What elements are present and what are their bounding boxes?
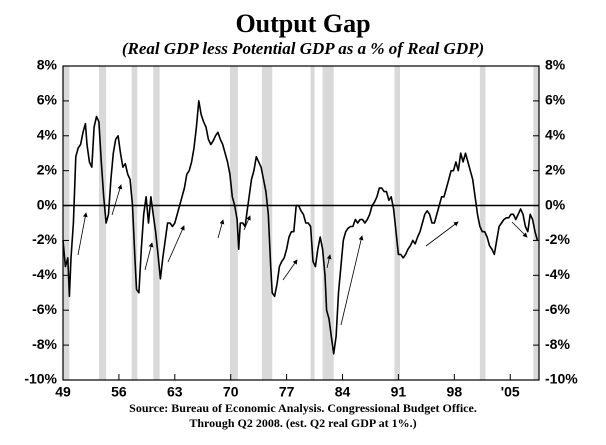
plot-frame xyxy=(62,65,540,381)
x-tick-label: 77 xyxy=(279,384,295,400)
y2-tick-label: 0% xyxy=(545,196,566,212)
recession-band xyxy=(394,66,401,380)
x-tick-label: '05 xyxy=(501,384,520,400)
y2-tick-label: 2% xyxy=(545,161,566,177)
chart-title: Output Gap xyxy=(235,9,370,38)
recession-band xyxy=(322,66,334,380)
y-tick-label: 6% xyxy=(37,92,58,108)
x-tick-label: 91 xyxy=(391,384,407,400)
recession-band xyxy=(131,66,138,380)
y2-tick-label: -10% xyxy=(545,371,578,387)
y2-tick-label: -6% xyxy=(545,301,570,317)
recession-band xyxy=(153,66,160,380)
y-tick-label: -10% xyxy=(24,371,57,387)
recession-bands xyxy=(63,66,539,380)
source-note: Through Q2 2008. (est. Q2 real GDP at 1%… xyxy=(189,416,416,430)
x-tick-label: 70 xyxy=(223,384,239,400)
x-tick-label: 63 xyxy=(167,384,183,400)
recession-band xyxy=(310,66,315,380)
recession-band xyxy=(533,66,539,380)
x-tick-label: 49 xyxy=(55,384,71,400)
recession-band xyxy=(98,66,107,380)
recession-band xyxy=(261,66,273,380)
y2-tick-label: 4% xyxy=(545,126,566,142)
y-tick-label: 0% xyxy=(37,196,58,212)
y-tick-label: 4% xyxy=(37,126,58,142)
y2-tick-label: 8% xyxy=(545,57,566,73)
chart-subtitle: (Real GDP less Potential GDP as a % of R… xyxy=(122,39,484,58)
y2-tick-label: -4% xyxy=(545,266,570,282)
x-tick-label: 84 xyxy=(335,384,351,400)
x-tick-label: 56 xyxy=(111,384,127,400)
x-tick-label: 98 xyxy=(447,384,463,400)
annotation-arrows xyxy=(77,184,528,326)
line-series xyxy=(62,100,539,355)
y-tick-label: -8% xyxy=(32,336,57,352)
y2-tick-label: -8% xyxy=(545,336,570,352)
y-tick-label: 8% xyxy=(37,57,58,73)
recession-band xyxy=(479,66,486,380)
recession-band xyxy=(63,66,70,380)
y2-tick-label: -2% xyxy=(545,231,570,247)
y-tick-label: -2% xyxy=(32,231,57,247)
y-tick-label: 2% xyxy=(37,161,58,177)
y-tick-label: -4% xyxy=(32,266,57,282)
source-note: Source: Bureau of Economic Analysis. Con… xyxy=(129,401,477,415)
y-tick-label: -6% xyxy=(32,301,57,317)
y2-tick-label: 6% xyxy=(545,92,566,108)
recession-band xyxy=(229,66,238,380)
